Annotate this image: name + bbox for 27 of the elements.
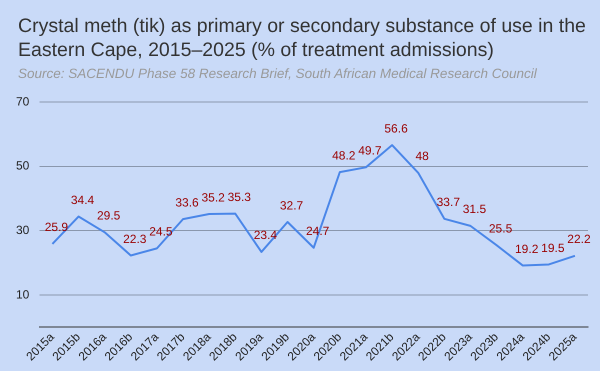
- chart-title: Crystal meth (tik) as primary or secondary substance of use in the Eastern Cape, 2015–2025 (% of treatment admissions): [18, 14, 587, 62]
- data-label: 35.2: [201, 190, 226, 204]
- data-label: 22.2: [567, 232, 591, 246]
- y-tick-label: 10: [16, 287, 30, 302]
- data-label: 34.4: [70, 192, 95, 207]
- data-label: 56.6: [384, 121, 408, 136]
- data-label: 29.5: [96, 208, 121, 223]
- data-label: 24.5: [149, 224, 173, 239]
- data-label: 32.7: [280, 198, 304, 212]
- y-tick-label: 50: [16, 158, 30, 173]
- y-tick-label: 30: [16, 223, 30, 238]
- data-label: 33.7: [436, 195, 460, 210]
- data-label: 22.3: [123, 232, 147, 246]
- y-tick-label: 70: [16, 94, 30, 108]
- data-label: 49.7: [358, 144, 382, 158]
- data-label: 35.3: [228, 190, 252, 204]
- data-label: 23.4: [254, 228, 278, 242]
- chart-subtitle: Source: SACENDU Phase 58 Research Brief, South African Medical Research Council: [18, 66, 538, 81]
- data-label: 19.5: [541, 240, 565, 255]
- data-label: 31.5: [462, 202, 486, 216]
- data-label: 48.2: [332, 148, 356, 162]
- data-label: 48: [416, 149, 430, 164]
- data-label: 25.9: [44, 220, 68, 234]
- data-label: 19.2: [515, 242, 539, 256]
- data-label: 33.6: [175, 195, 200, 210]
- data-label: 24.7: [306, 224, 330, 238]
- data-label: 25.5: [488, 221, 513, 236]
